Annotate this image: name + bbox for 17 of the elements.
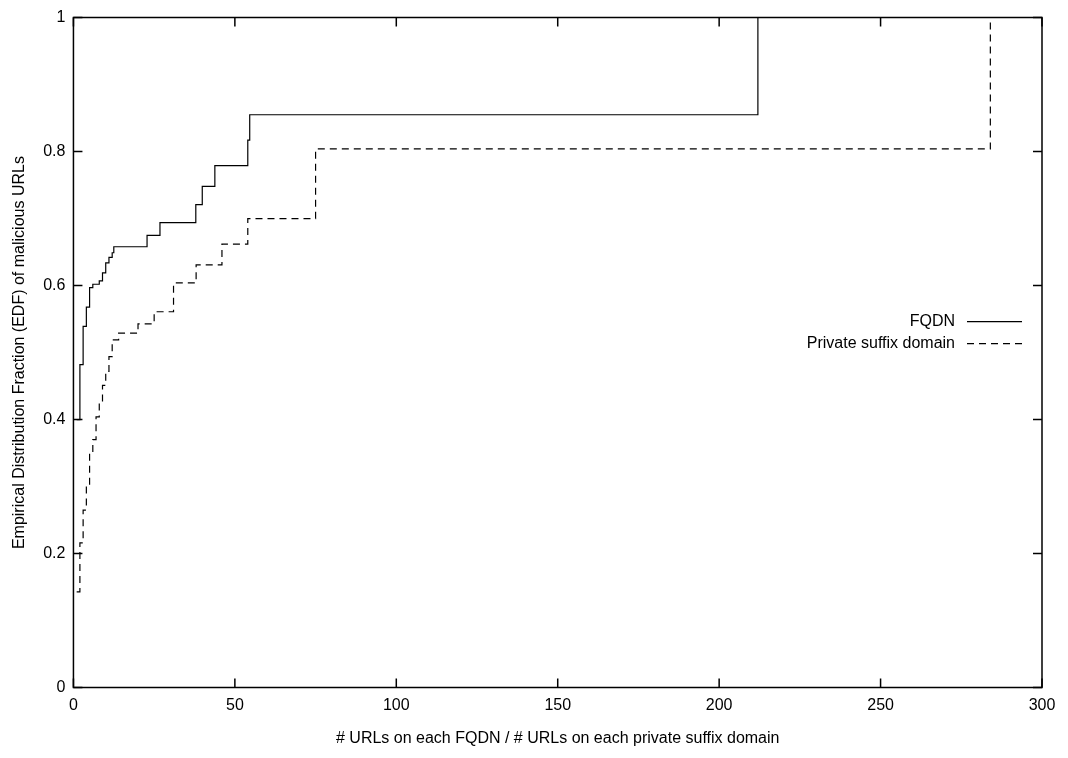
legend-label: FQDN: [909, 312, 955, 330]
x-axis-title: # URLs on each FQDN / # URLs on each private suffix domain: [335, 728, 780, 746]
y-tick-label: 0.4: [43, 410, 66, 428]
y-tick-label: 0.8: [43, 142, 66, 160]
x-tick-label: 100: [382, 695, 410, 713]
x-tick-label: 50: [225, 695, 244, 713]
legend-label: Private suffix domain: [806, 334, 955, 352]
x-tick-label: 200: [705, 695, 733, 713]
x-tick-label: 0: [68, 695, 78, 713]
y-tick-label: 1: [56, 8, 66, 26]
y-tick-label: 0.6: [43, 276, 66, 294]
x-tick-label: 300: [1028, 695, 1056, 713]
x-tick-label: 250: [867, 695, 895, 713]
y-axis-title: Empirical Distribution Fraction (EDF) of malicious URLs: [10, 156, 28, 550]
y-tick-label: 0.2: [43, 544, 66, 562]
x-tick-label: 150: [544, 695, 572, 713]
y-tick-label: 0: [56, 678, 66, 696]
